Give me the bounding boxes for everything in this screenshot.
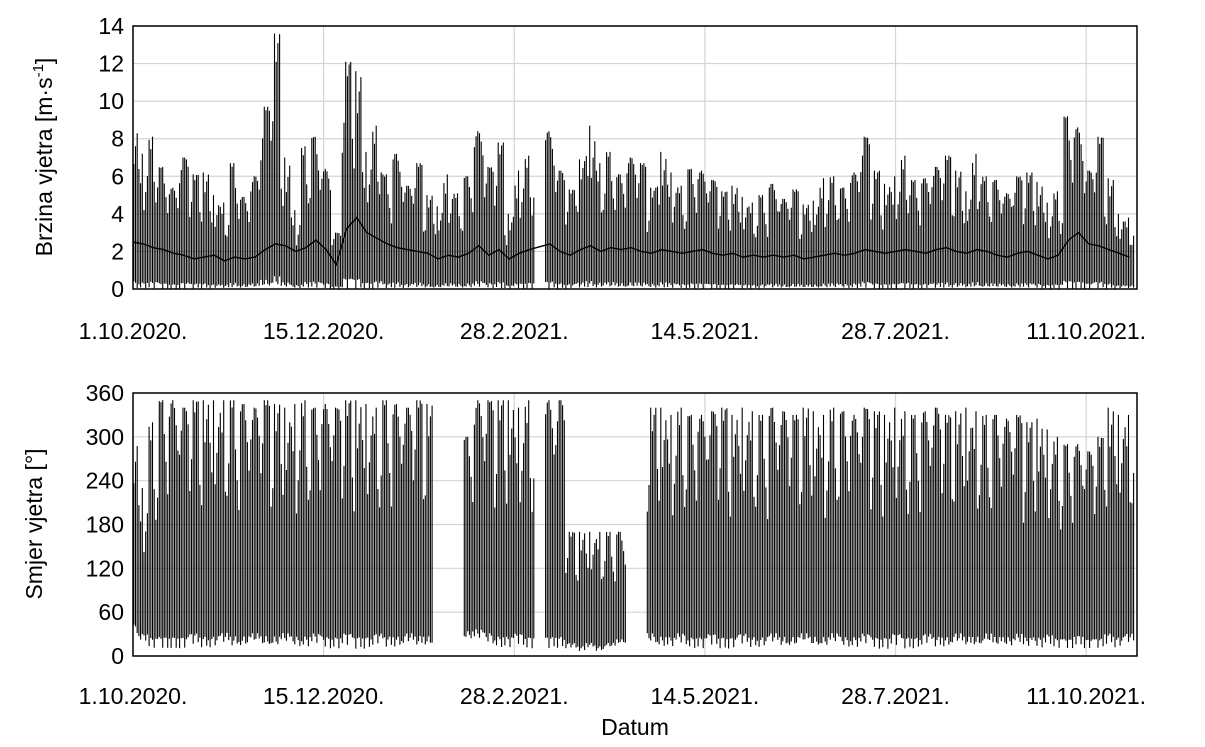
y-tick-label: 10 <box>98 88 124 114</box>
y-tick-label: 12 <box>98 51 124 77</box>
x-tick-label: 11.10.2021. <box>1026 318 1146 344</box>
y-tick-label: 0 <box>111 276 124 302</box>
x-tick-label: 15.12.2020. <box>263 683 385 709</box>
wind-speed-panel: 0 2 4 6 8 10 12 14 1.10.2020. 15.12.2020. 28.2.202… <box>30 13 1146 344</box>
plot-frame <box>132 25 1138 290</box>
x-tick-label: 14.5.2021. <box>651 683 760 709</box>
plot-frame <box>132 392 1138 657</box>
x-axis-label: Datum <box>601 714 669 740</box>
y-axis-label: Smjer vjetra [°] <box>21 448 47 599</box>
y-tick-label: 60 <box>98 599 124 625</box>
x-tick-label: 14.5.2021. <box>651 318 760 344</box>
y-tick-label: 240 <box>86 468 124 494</box>
x-tick-label: 1.10.2020. <box>79 683 188 709</box>
y-axis-label: Brzina vjetra [m·s-1] <box>30 58 57 257</box>
y-tick-label: 180 <box>86 512 124 538</box>
mean-line <box>132 216 1130 267</box>
y-tick-label: 14 <box>98 13 124 39</box>
y-tick-label: 0 <box>111 643 124 669</box>
x-tick-label: 28.2.2021. <box>460 683 569 709</box>
series-bars <box>133 33 1135 289</box>
y-tick-label: 6 <box>111 163 124 189</box>
wind-direction-panel: 0 60 120 180 240 300 360 1.10.2020. 15.12.2020. 2… <box>21 380 1146 740</box>
x-tick-label: 15.12.2020. <box>263 318 385 344</box>
x-tick-label: 1.10.2020. <box>79 318 188 344</box>
y-tick-label: 2 <box>111 238 124 264</box>
x-tick-label: 11.10.2021. <box>1026 683 1146 709</box>
x-tick-label: 28.7.2021. <box>841 683 950 709</box>
y-tick-label: 300 <box>86 424 124 450</box>
y-tick-label: 360 <box>86 380 124 406</box>
y-tick-label: 120 <box>86 555 124 581</box>
y-tick-label: 4 <box>111 201 124 227</box>
x-tick-label: 28.7.2021. <box>841 318 950 344</box>
series-bars <box>133 400 1135 651</box>
y-tick-label: 8 <box>111 126 124 152</box>
x-tick-label: 28.2.2021. <box>460 318 569 344</box>
